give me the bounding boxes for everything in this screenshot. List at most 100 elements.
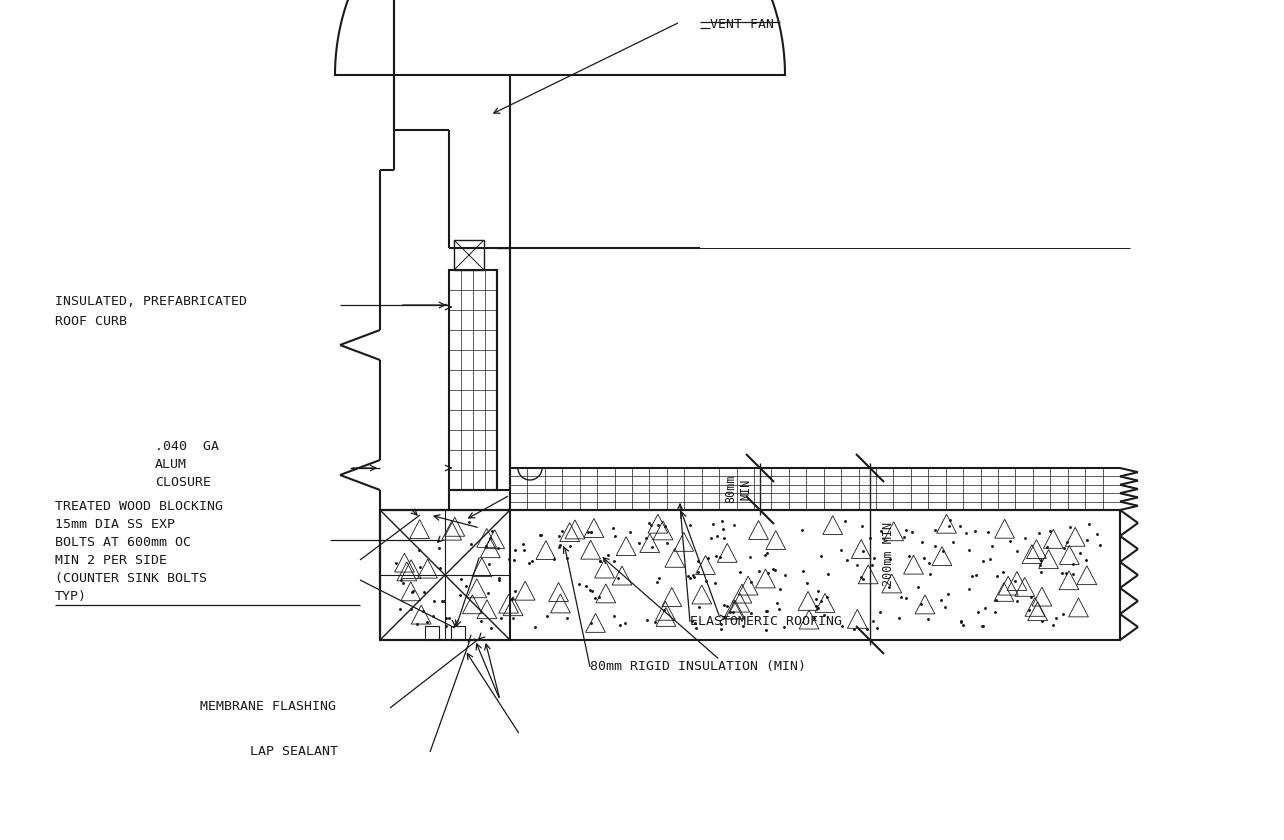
Point [729,565,750,579]
Point [710,617,731,631]
Point [1052,567,1072,580]
Point [498,552,519,565]
Point [698,551,719,564]
Text: ROOF CURB: ROOF CURB [55,315,127,328]
Point [410,560,430,574]
Point [470,615,490,628]
Point [770,583,791,596]
Point [489,574,510,587]
Point [502,592,523,606]
Point [769,602,790,616]
Point [713,522,733,535]
Point [1086,527,1107,540]
Point [488,541,508,554]
Text: 15mm DIA SS EXP: 15mm DIA SS EXP [55,518,175,531]
Point [702,517,723,531]
Point [406,617,426,631]
Point [696,575,716,588]
Point [958,543,978,557]
Point [435,619,456,633]
Point [1004,575,1025,588]
Point [461,537,482,550]
Point [1007,544,1027,558]
Point [641,518,661,532]
Point [767,596,787,610]
Bar [455,240,484,270]
Point [716,599,737,612]
Point [591,554,611,567]
Point [755,549,776,562]
Point [603,554,624,568]
Text: 200mm MIN: 200mm MIN [882,522,895,586]
Point [805,592,826,606]
Point [475,539,496,553]
Point [851,570,872,584]
Point [994,565,1014,579]
Point [408,543,429,557]
Point [482,525,502,538]
Point [1063,567,1084,580]
Text: 80mm RIGID INSULATION (MIN): 80mm RIGID INSULATION (MIN) [591,660,806,673]
Point [913,551,933,564]
Point [706,530,727,543]
Text: VENT FAN: VENT FAN [710,18,774,31]
Point [478,586,498,600]
Point [863,615,883,628]
Point [985,606,1005,619]
Point [924,539,945,553]
Point [679,518,700,532]
Point [939,520,959,533]
Text: TYP): TYP) [55,590,87,603]
Point [860,532,881,545]
Point [449,589,470,602]
Point [837,554,858,567]
Point [844,622,864,636]
Point [489,571,510,585]
Point [901,525,922,538]
Point [435,612,456,625]
Point [683,568,704,581]
Point [810,594,831,607]
Point [1070,546,1090,559]
Point [429,541,449,554]
Point [1076,554,1097,567]
Point [505,553,525,566]
Point [645,616,665,629]
Point [856,622,877,636]
Point [1089,538,1109,551]
Point [392,576,412,590]
Point [684,570,705,584]
Point [756,623,777,637]
Point [688,554,709,568]
Point [390,602,411,616]
Point [579,584,600,597]
Point [532,528,552,542]
Point [1031,614,1052,627]
Bar [380,510,510,640]
Point [962,570,982,583]
Point [456,580,476,593]
Point [1077,533,1098,546]
Point [638,517,659,530]
Point [650,571,670,585]
Point [1053,542,1073,555]
Point [853,544,873,558]
Point [525,620,546,633]
Text: MIN 2 PER SIDE: MIN 2 PER SIDE [55,554,167,567]
Point [710,622,731,636]
Point [740,550,760,564]
Point [490,612,511,625]
Point [867,622,887,635]
Point [958,582,978,596]
Point [950,614,971,627]
Text: LAP SEALANT: LAP SEALANT [250,745,338,758]
Point [774,620,795,633]
Bar [451,626,465,640]
Point [931,594,951,607]
Point [978,526,999,539]
Point [797,576,818,590]
Point [862,559,882,572]
Point [1040,524,1061,538]
Point [521,554,542,568]
Point [413,604,434,617]
